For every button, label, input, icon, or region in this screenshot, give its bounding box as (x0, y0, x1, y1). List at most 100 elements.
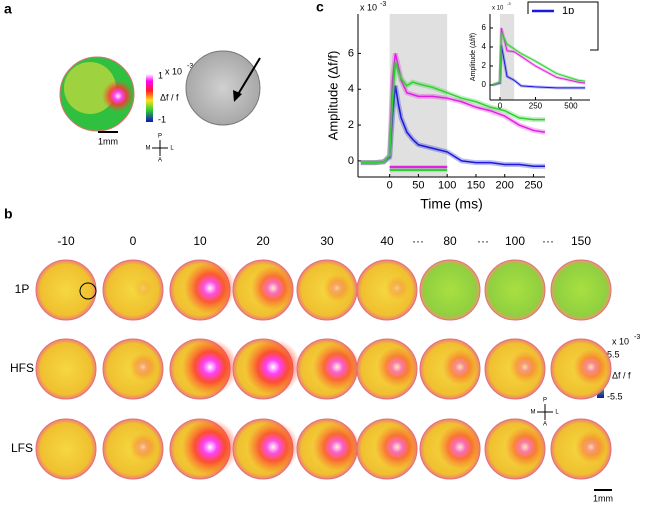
panel-label: a (4, 1, 12, 17)
imaging-hotspot (313, 343, 361, 391)
y-tick-label: 6 (348, 47, 354, 59)
imaging-frame (35, 338, 97, 400)
scale-label: 1mm (98, 136, 118, 146)
colorbar-exponent: -3 (634, 334, 640, 341)
imaging-hotspot (313, 423, 361, 471)
y-tick-label: 4 (482, 42, 487, 51)
compass: P M L A (146, 134, 175, 164)
imaging-frame (550, 259, 612, 321)
y-exponent-base: x 10 (360, 2, 377, 12)
y-tick-label: 0 (348, 155, 354, 167)
time-label: 10 (193, 234, 207, 248)
imaging-hotspot (102, 80, 134, 112)
imaging-frame (102, 259, 164, 321)
x-tick-label: 0 (498, 102, 503, 111)
colorbar-exponent-base: x 10 (612, 336, 629, 346)
x-tick-label: 200 (496, 180, 514, 192)
compass-label: L (170, 146, 174, 152)
roi-marker (79, 282, 97, 300)
time-label: 80 (443, 234, 457, 248)
imaging-hotspot (182, 419, 238, 475)
time-label: 100 (505, 234, 525, 248)
x-tick-label: 150 (467, 180, 485, 192)
imaging-hotspot (509, 351, 541, 383)
compass-label: L (555, 410, 559, 416)
ellipsis: ··· (412, 234, 424, 248)
imaging-hotspot (385, 276, 409, 300)
y-exponent: -3 (507, 1, 511, 6)
compass-label: P (158, 134, 162, 140)
compass: P M L A (531, 398, 560, 428)
colorbar-min: -5.5 (607, 391, 623, 401)
ellipsis: ··· (542, 234, 554, 248)
imaging-frame (419, 259, 481, 321)
compass-label: A (543, 422, 547, 428)
series-line (360, 62, 545, 164)
colorbar-title: Δf / f (160, 92, 179, 102)
colorbar (146, 74, 153, 122)
imaging-frame (35, 418, 97, 480)
ellipsis: ··· (477, 234, 489, 248)
time-label: 40 (380, 234, 394, 248)
imaging-grid: -10 0 10 20 30 40 80 100 150 ··· ··· ··· 1P HFS LFS (10, 234, 612, 480)
y-tick-label: 2 (348, 119, 354, 131)
colorbar-max: 5.5 (607, 349, 620, 359)
imaging-frame (35, 259, 97, 321)
imaging-hotspot (377, 347, 417, 387)
colorbar-max: 1 (158, 70, 163, 80)
x-tick-label: 250 (529, 102, 543, 111)
anatomy-image (185, 50, 261, 126)
row-label: LFS (11, 441, 33, 455)
row-label: 1P (15, 282, 30, 296)
y-exponent-base: x 10 (492, 6, 504, 12)
imaging-hotspot (251, 266, 295, 310)
time-label: 20 (256, 234, 270, 248)
colorbar-min: -1 (158, 114, 166, 124)
y-tick-label: 0 (482, 80, 487, 89)
imaging-hotspot (505, 427, 545, 467)
x-tick-label: 100 (438, 180, 456, 192)
time-label: -10 (57, 234, 75, 248)
compass-label: A (158, 158, 162, 164)
x-tick-label: 50 (412, 180, 424, 192)
time-label: 30 (320, 234, 334, 248)
y-axis-label: Amplitude (Δf/f) (470, 33, 477, 81)
imaging-hotspot (442, 349, 478, 385)
panel-label: b (4, 206, 13, 222)
series-line (492, 32, 586, 86)
imaging-hotspot (182, 339, 238, 395)
imaging-hotspot (247, 421, 299, 473)
y-tick-label: 2 (482, 61, 487, 70)
imaging-hotspot (575, 431, 607, 463)
imaging-hotspot (438, 425, 482, 469)
imaging-hotspot (375, 425, 419, 469)
imaging-hotspot (133, 278, 153, 298)
scale-label: 1mm (593, 493, 613, 503)
colorbar-title: Δf / f (612, 370, 631, 380)
legend-label: 1p (562, 5, 574, 17)
compass-label: M (531, 410, 536, 416)
panel-label: c (316, 0, 324, 15)
compass-label: P (543, 398, 547, 404)
imaging-hotspot (129, 433, 157, 461)
colorbar-exponent: -3 (187, 63, 193, 70)
colorbar-exponent-base: x 10 (165, 66, 182, 76)
row-label: HFS (10, 361, 34, 375)
time-label: 0 (130, 234, 137, 248)
x-tick-label: 250 (524, 180, 542, 192)
imaging-hotspot (323, 274, 351, 302)
x-tick-label: 0 (387, 180, 393, 192)
y-tick-label: 4 (348, 83, 354, 95)
imaging-hotspot (245, 339, 301, 395)
x-tick-label: 500 (564, 102, 578, 111)
imaging-hotspot (129, 353, 157, 381)
imaging-hotspot (573, 349, 609, 385)
time-label: 150 (571, 234, 591, 248)
imaging-hotspot (184, 262, 236, 314)
imaging-frame (484, 259, 546, 321)
y-axis-label: Amplitude (Δf/f) (325, 51, 340, 141)
arrow (236, 57, 261, 97)
y-exponent: -3 (380, 1, 386, 8)
